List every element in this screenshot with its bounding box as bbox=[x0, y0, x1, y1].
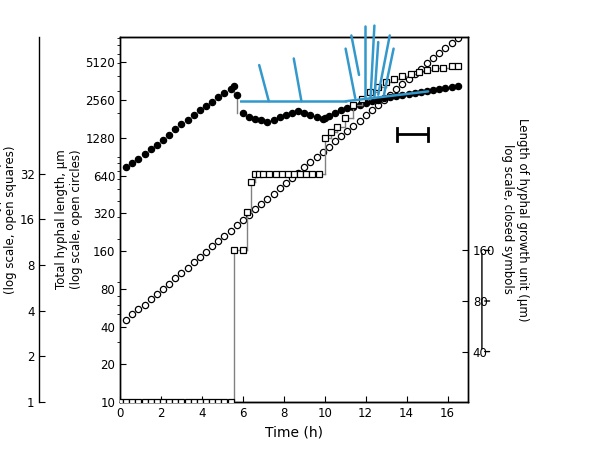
Y-axis label: Length of hyphal growth unit (μm)
log scale, closed symbols: Length of hyphal growth unit (μm) log sc… bbox=[501, 117, 529, 321]
Y-axis label: Total hyphal length, μm
(log scale, open circles): Total hyphal length, μm (log scale, open… bbox=[55, 149, 83, 289]
Y-axis label: Number of hyphal tips
(log scale, open squares): Number of hyphal tips (log scale, open s… bbox=[0, 145, 17, 293]
X-axis label: Time (h): Time (h) bbox=[265, 425, 323, 440]
